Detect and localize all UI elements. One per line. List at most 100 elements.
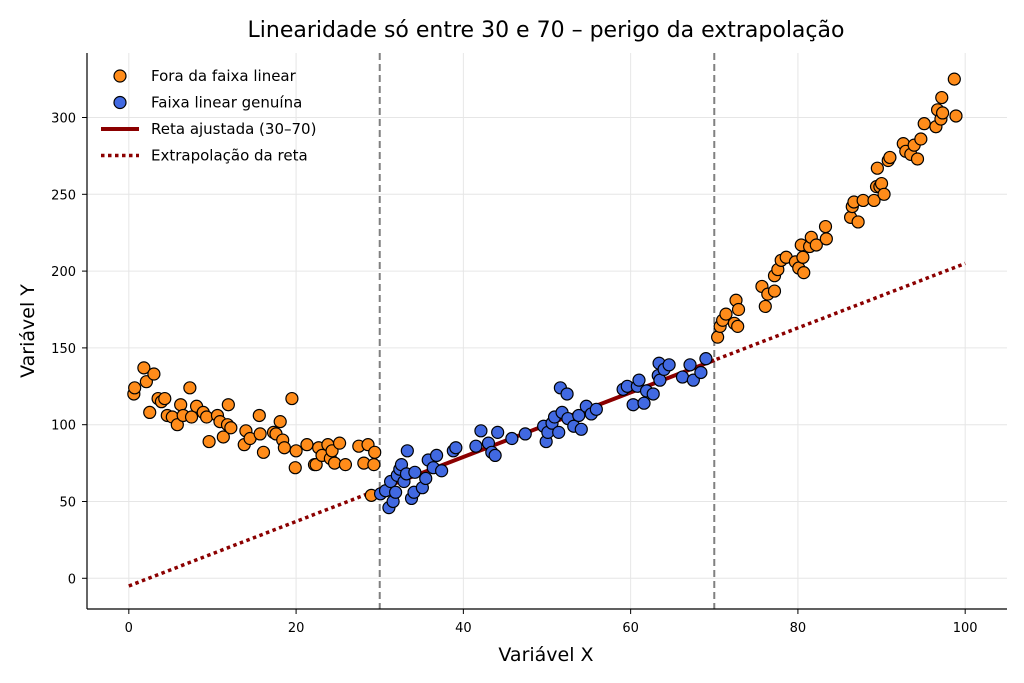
linear-range-point [430, 448, 444, 463]
legend-label: Extrapolação da reta [151, 147, 308, 165]
x-tick-label: 40 [455, 621, 472, 636]
outside-range-point [874, 176, 889, 191]
linear-range-point [505, 431, 519, 446]
y-tick-label: 0 [68, 572, 76, 587]
linear-range-point [694, 365, 708, 380]
vertical-reference-lines [378, 53, 716, 609]
outside-range-point [367, 458, 381, 472]
outside-range-point [174, 398, 188, 412]
outside-range-point [947, 72, 961, 86]
chart-title: Linearidade só entre 30 e 70 – perigo da… [248, 18, 845, 43]
outside-range-point [935, 90, 949, 105]
outside-range-point [147, 367, 161, 381]
linear-range-point [488, 448, 502, 463]
outside-range-point [273, 415, 287, 429]
x-tick-label: 100 [953, 621, 978, 636]
legend-marker [113, 95, 127, 110]
legend: Fora da faixa linear Faixa linear genuína… [101, 67, 316, 165]
outside-range-point [332, 436, 347, 450]
outside-range-point [883, 150, 897, 165]
linear-range-point [683, 358, 697, 372]
linear-range-point [469, 439, 483, 453]
linear-range-point [646, 387, 660, 401]
outside-range-point [731, 319, 745, 333]
outside-range-point [170, 418, 184, 432]
x-axis-title: Variável X [498, 644, 593, 666]
outside-range-point [818, 219, 833, 234]
outside-range-point [877, 187, 891, 201]
linear-range-point [626, 398, 640, 412]
ticks: 0 20 40 60 80 100 0 50 100 150 200 250 300 [51, 112, 977, 636]
outside-range-point [731, 302, 746, 317]
outside-range-point [309, 458, 323, 472]
outside-range-point [917, 117, 931, 131]
outside-range-point [819, 232, 833, 246]
legend-label: Fora da faixa linear [151, 67, 297, 85]
outside-range-point [143, 405, 157, 420]
x-tick-label: 20 [288, 621, 305, 636]
legend-label: Reta ajustada (30–70) [151, 120, 316, 138]
linear-range-point [675, 370, 690, 384]
y-tick-label: 300 [51, 112, 76, 127]
legend-label: Faixa linear genuína [151, 94, 302, 112]
outside-range-point [200, 410, 214, 424]
linear-range-point [518, 427, 532, 441]
outside-range-point [216, 430, 230, 444]
outside-range-point [158, 391, 172, 406]
x-tick-label: 60 [622, 621, 639, 636]
linear-range-point [400, 444, 414, 458]
linear-range-point [491, 425, 505, 439]
outside-range-point [256, 445, 271, 459]
outside-range-point [851, 215, 865, 229]
linear-range-point [449, 441, 463, 455]
outside-range-point [137, 361, 151, 375]
y-tick-label: 250 [51, 188, 76, 203]
linear-range-point [560, 387, 574, 401]
outside-range-point [711, 330, 725, 344]
outside-range-point [300, 438, 314, 452]
linear-range-point [389, 485, 403, 499]
linear-range-point [662, 358, 676, 372]
outside-range-point [797, 266, 811, 280]
linear-range-point [572, 408, 586, 423]
x-tick-label: 0 [125, 621, 133, 636]
x-tick-label: 80 [790, 621, 807, 636]
y-tick-label: 200 [51, 265, 76, 280]
outside-range-point [796, 250, 810, 264]
outside-range-point [914, 132, 928, 146]
linear-range-point [589, 402, 603, 416]
outside-range-point [224, 421, 238, 435]
outside-range-point [870, 161, 884, 175]
outside-range-point [758, 299, 772, 314]
outside-range-point [288, 461, 302, 475]
y-axis-title: Variável Y [17, 284, 39, 378]
outside-range-point [221, 398, 235, 412]
outside-range-point [910, 152, 925, 166]
outside-range-point [338, 458, 353, 472]
outside-range-point [767, 284, 782, 298]
outside-range-point [368, 445, 382, 459]
outside-range-point [128, 381, 142, 395]
outside-range-point [867, 193, 881, 208]
outside-range-point [719, 307, 733, 321]
linear-range-point [474, 424, 488, 438]
outside-range-point [252, 408, 266, 423]
scatter-points [127, 72, 963, 515]
outside-range-point [327, 456, 342, 470]
outside-range-point [253, 427, 267, 441]
axes [86, 53, 1007, 610]
linear-range-point [435, 464, 449, 478]
linear-range-point [699, 352, 713, 366]
linear-range-point [408, 465, 422, 479]
outside-range-point [856, 193, 870, 208]
outside-range-point [935, 106, 950, 120]
y-tick-label: 150 [51, 342, 76, 357]
outside-range-point [277, 441, 291, 455]
linear-range-point [552, 425, 566, 439]
legend-marker [113, 69, 127, 83]
outside-range-point [285, 391, 299, 406]
y-tick-label: 100 [51, 419, 76, 434]
linear-range-point [574, 422, 588, 436]
outside-range-point [183, 381, 197, 395]
